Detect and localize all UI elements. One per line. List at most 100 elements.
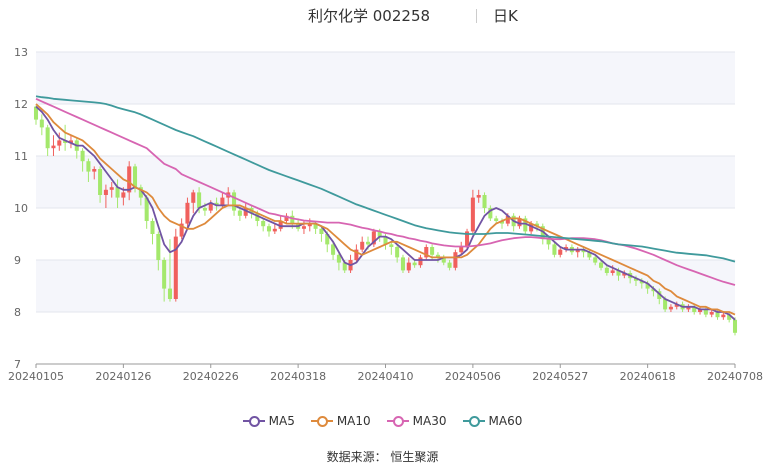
candle-body [331, 244, 336, 255]
candle-body [307, 223, 312, 227]
x-tick-label: 20240410 [358, 370, 414, 383]
legend-item-ma60[interactable]: MA60 [462, 412, 523, 430]
candle-body [261, 221, 266, 227]
candle-body [284, 215, 289, 221]
candle-body [564, 247, 569, 250]
candle-body [45, 127, 50, 149]
legend-item-ma30[interactable]: MA30 [386, 412, 447, 430]
candle-body [581, 249, 586, 253]
candle-body [668, 306, 673, 310]
candle-body [534, 223, 539, 227]
candle-body [703, 309, 708, 315]
candle-body [150, 221, 155, 234]
candle-body [319, 228, 324, 234]
x-tick-label: 20240105 [8, 370, 64, 383]
candle-body [360, 241, 365, 250]
chart-legend: MA5 MA10 MA30 MA60 [0, 412, 765, 430]
candle-body [604, 267, 609, 273]
candle-body [540, 226, 545, 240]
candle-body [587, 252, 592, 258]
candle-body [232, 192, 237, 211]
legend-swatch-icon [462, 415, 485, 427]
candle-body [342, 262, 347, 271]
candle-body [144, 197, 149, 221]
title-separator [476, 9, 477, 23]
candle-body [482, 195, 487, 208]
chart-header: 利尔化学 002258 日K [0, 0, 765, 32]
legend-label: MA30 [412, 414, 447, 428]
candle-body [237, 210, 242, 216]
candle-body [290, 215, 295, 224]
candle-body [214, 202, 219, 206]
candle-body [366, 241, 371, 245]
candle-body [80, 150, 85, 162]
candle-body [412, 262, 417, 266]
x-tick-label: 20240226 [183, 370, 239, 383]
candle-body [616, 270, 621, 276]
candle-body [593, 257, 598, 263]
y-tick-label: 13 [14, 46, 28, 59]
candle-body [179, 223, 184, 237]
candle-body [546, 239, 551, 245]
candle-body [529, 223, 534, 232]
candle-body [395, 247, 400, 258]
x-tick-label: 20240318 [270, 370, 326, 383]
candle-body [657, 291, 662, 299]
legend-swatch-icon [242, 415, 265, 427]
candle-body [558, 249, 563, 255]
candle-body [430, 247, 435, 255]
candle-body [470, 197, 475, 232]
candle-body [109, 187, 114, 190]
ma-line-ma10 [35, 103, 736, 316]
legend-item-ma10[interactable]: MA10 [310, 412, 371, 430]
candle-body [121, 192, 126, 198]
legend-label: MA60 [488, 414, 523, 428]
y-tick-label: 12 [14, 98, 28, 111]
candle-body [86, 161, 91, 172]
ma-line-ma5 [35, 105, 736, 321]
candle-body [505, 215, 510, 224]
candle-body [127, 166, 132, 193]
candle-body [633, 278, 638, 281]
candle-body [208, 202, 213, 211]
candle-body [272, 228, 277, 232]
candle-body [173, 236, 178, 299]
candle-body [400, 257, 405, 271]
candle-body [243, 208, 248, 216]
candle-body [167, 288, 172, 299]
candle-body [197, 192, 202, 208]
y-tick-label: 7 [14, 358, 21, 371]
y-tick-label: 8 [14, 306, 21, 319]
candle-body [715, 312, 720, 318]
y-tick-label: 10 [14, 202, 28, 215]
candle-body [103, 189, 108, 195]
candle-body [406, 262, 411, 271]
candle-body [92, 169, 97, 172]
data-source-label: 数据来源： 恒生聚源 [326, 450, 439, 464]
candle-body [51, 145, 56, 149]
x-tick-label: 20240527 [532, 370, 588, 383]
ma-line-ma60 [35, 95, 736, 263]
candle-body [674, 304, 679, 307]
candle-body [39, 119, 44, 128]
legend-item-ma5[interactable]: MA5 [242, 412, 295, 430]
x-tick-label: 20240708 [707, 370, 763, 383]
x-tick-label: 20240126 [95, 370, 151, 383]
grid-band [36, 52, 735, 104]
candle-body [325, 234, 330, 245]
candle-body [651, 288, 656, 292]
candle-body [686, 306, 691, 310]
x-tick-label: 20240506 [445, 370, 501, 383]
candle-body [698, 309, 703, 312]
candle-body [523, 218, 528, 232]
candle-body [255, 213, 260, 221]
legend-swatch-icon [386, 415, 409, 427]
candle-body [185, 202, 190, 224]
candle-body [202, 208, 207, 211]
candle-body [115, 187, 120, 198]
candle-body [692, 306, 697, 312]
candle-body [488, 208, 493, 219]
candle-body [156, 234, 161, 260]
candle-body [721, 314, 726, 318]
